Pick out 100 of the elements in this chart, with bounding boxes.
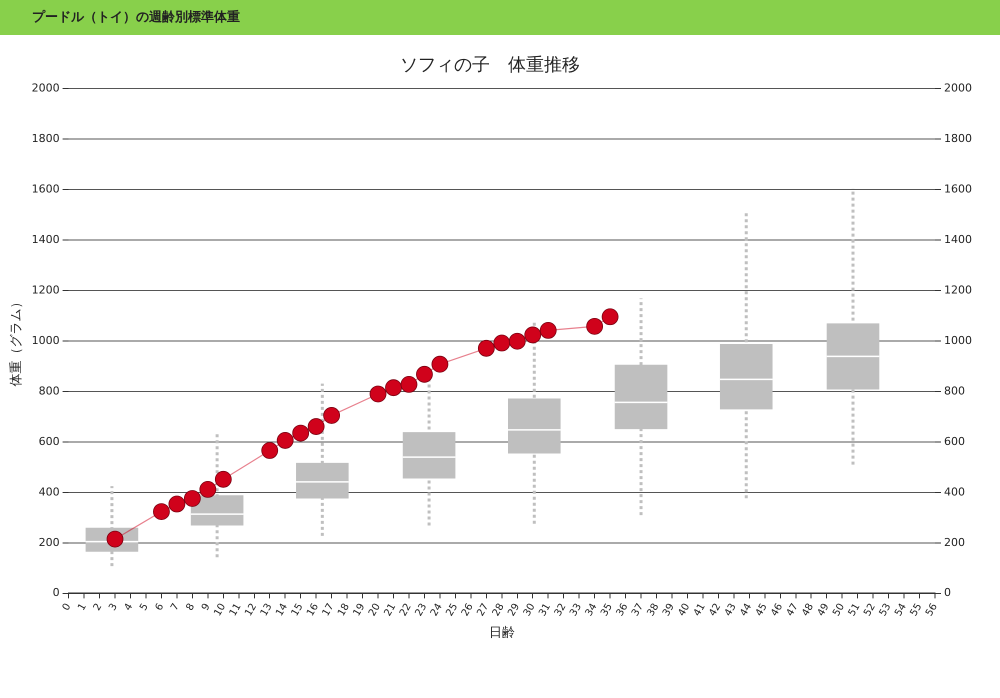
point bbox=[602, 308, 618, 326]
x-tick-label: 45 bbox=[754, 602, 770, 618]
point bbox=[184, 490, 201, 507]
y2-tick-label: 800 bbox=[944, 384, 966, 398]
y-tick-label: 1200 bbox=[32, 283, 60, 296]
chart-title: ソフィの子 体重推移 bbox=[400, 54, 580, 76]
point bbox=[478, 340, 495, 357]
x-tick-label: 23 bbox=[413, 602, 430, 618]
x-tick-label: 55 bbox=[908, 602, 924, 618]
point bbox=[214, 470, 232, 488]
x-tick-label: 11 bbox=[228, 602, 244, 618]
y-tick-label: 1400 bbox=[32, 232, 60, 246]
x-tick-label: 10 bbox=[212, 602, 228, 618]
y2-tick-label: 1400 bbox=[944, 232, 972, 246]
y2-tick-label: 1200 bbox=[944, 283, 972, 296]
y2-tick-label: 1600 bbox=[944, 182, 972, 196]
point bbox=[199, 480, 216, 498]
y2-tick-label: 400 bbox=[944, 485, 966, 498]
x-tick-label: 0 bbox=[60, 602, 74, 613]
x-tick-label: 50 bbox=[831, 602, 848, 618]
y-tick-label: 200 bbox=[38, 536, 60, 549]
x-tick-label: 37 bbox=[630, 602, 646, 618]
x-tick-label: 48 bbox=[800, 602, 816, 618]
x-tick-label: 24 bbox=[428, 602, 445, 618]
point bbox=[493, 334, 510, 352]
y2-tick-label: 1800 bbox=[944, 132, 972, 145]
point bbox=[308, 418, 325, 435]
x-tick-label: 38 bbox=[645, 602, 662, 618]
y2-tick-label: 600 bbox=[944, 434, 966, 448]
x-tick-label: 40 bbox=[676, 602, 692, 618]
point bbox=[385, 379, 402, 396]
y2-tick-label: 2000 bbox=[944, 81, 972, 94]
x-tick-label: 19 bbox=[352, 602, 368, 618]
y-tick-label: 2000 bbox=[32, 81, 60, 94]
x-tick-label: 34 bbox=[584, 602, 600, 618]
x-tick-label: 44 bbox=[738, 602, 754, 618]
x-tick-label: 56 bbox=[924, 602, 940, 618]
x-tick-label: 32 bbox=[552, 602, 569, 618]
y-tick-label: 400 bbox=[38, 485, 60, 498]
point bbox=[153, 503, 170, 520]
x-tick-label: 8 bbox=[184, 602, 198, 613]
x-tick-label: 35 bbox=[599, 602, 615, 618]
y2-tick-label: 0 bbox=[944, 586, 952, 600]
x-tick-label: 28 bbox=[490, 602, 507, 618]
point bbox=[416, 366, 433, 383]
x-tick-label: 2 bbox=[92, 602, 104, 613]
x-tick-label: 39 bbox=[660, 602, 677, 618]
point bbox=[323, 407, 340, 424]
y-tick-label: 0 bbox=[52, 586, 60, 600]
point bbox=[292, 424, 310, 442]
x-tick-label: 22 bbox=[398, 602, 414, 618]
point bbox=[508, 332, 526, 350]
x-tick-label: 30 bbox=[522, 602, 538, 618]
x-tick-label: 33 bbox=[568, 602, 584, 618]
y2-tick-label: 200 bbox=[944, 536, 966, 549]
point bbox=[432, 356, 448, 373]
x-tick-label: 41 bbox=[692, 602, 708, 618]
x-tick-label: 51 bbox=[846, 602, 862, 618]
y-tick-label: 1800 bbox=[32, 132, 60, 145]
x-tick-label: 25 bbox=[444, 602, 460, 618]
x-tick-label: 54 bbox=[893, 602, 909, 618]
x-tick-label: 9 bbox=[200, 602, 213, 613]
x-tick-label: 16 bbox=[305, 602, 321, 618]
x-tick-label: 14 bbox=[274, 602, 290, 618]
y2-tick-label: 1000 bbox=[944, 334, 972, 347]
x-tick-label: 47 bbox=[784, 602, 801, 618]
y-tick-label: 1600 bbox=[32, 182, 60, 196]
x-tick-label: 4 bbox=[122, 602, 136, 613]
x-tick-label: 52 bbox=[862, 602, 878, 618]
point bbox=[261, 442, 278, 459]
x-tick-label: 12 bbox=[243, 602, 260, 618]
point bbox=[168, 496, 186, 512]
x-tick-label: 7 bbox=[169, 602, 182, 613]
x-tick-label: 31 bbox=[537, 602, 554, 618]
x-tick-label: 13 bbox=[258, 602, 275, 618]
point bbox=[400, 376, 418, 393]
point bbox=[524, 326, 542, 344]
x-tick-label: 15 bbox=[290, 602, 306, 618]
y-tick-label: 800 bbox=[38, 384, 60, 398]
x-tick-label: 3 bbox=[107, 602, 120, 613]
x-tick-label: 21 bbox=[382, 602, 398, 618]
x-tick-label: 29 bbox=[506, 602, 522, 618]
point bbox=[276, 432, 294, 449]
x-tick-label: 26 bbox=[460, 602, 476, 618]
point bbox=[586, 318, 604, 335]
x-tick-label: 43 bbox=[722, 602, 739, 618]
x-tick-label: 36 bbox=[614, 602, 630, 618]
x-tick-label: 20 bbox=[366, 602, 383, 618]
x-tick-label: 49 bbox=[816, 602, 832, 618]
x-tick-label: 53 bbox=[878, 602, 894, 618]
point bbox=[540, 322, 557, 339]
y-tick-label: 600 bbox=[38, 434, 60, 448]
x-tick-label: 27 bbox=[475, 602, 492, 618]
x-tick-label: 6 bbox=[154, 602, 166, 613]
x-tick-label: 17 bbox=[320, 602, 336, 618]
point bbox=[370, 386, 386, 402]
x-tick-label: 42 bbox=[707, 602, 724, 618]
x-tick-label: 1 bbox=[76, 602, 89, 613]
y-axis-title: 体重（グラム） bbox=[9, 295, 24, 386]
x-axis-title: 日齢 bbox=[488, 626, 515, 641]
